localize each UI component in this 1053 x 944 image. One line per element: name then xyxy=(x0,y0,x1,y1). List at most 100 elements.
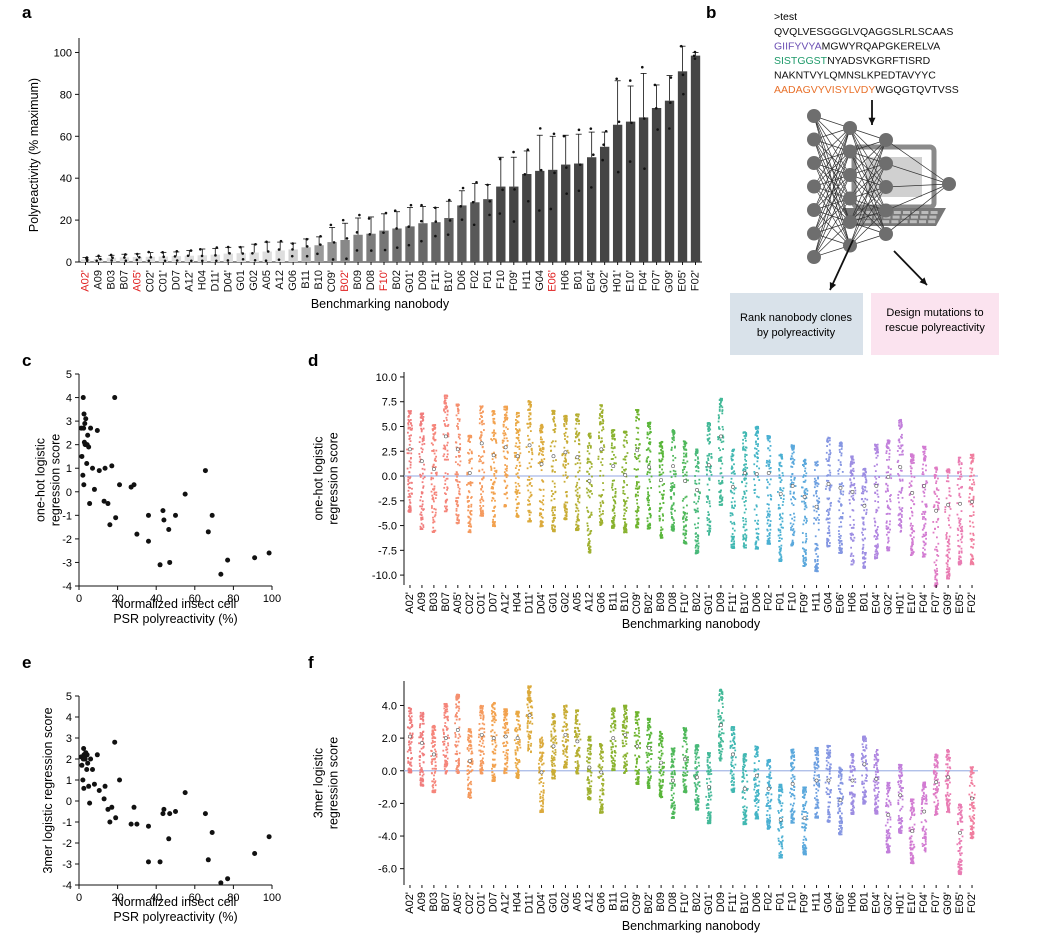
strip-point xyxy=(553,416,555,419)
strip-point xyxy=(648,432,651,435)
strip-point xyxy=(589,446,592,449)
strip-point xyxy=(601,457,604,460)
strip-point xyxy=(671,527,674,530)
strip-point xyxy=(886,441,889,444)
strip-point xyxy=(458,481,461,483)
strip-point xyxy=(840,483,843,486)
strip-point xyxy=(660,449,663,452)
strip-point xyxy=(600,437,603,440)
strip-point xyxy=(755,504,758,507)
strip-point xyxy=(551,526,554,529)
strip-point xyxy=(553,445,556,448)
strip-point xyxy=(577,513,580,516)
strip-point xyxy=(801,500,803,503)
strip-point xyxy=(899,512,902,515)
strip-point xyxy=(899,508,902,511)
strip-point xyxy=(517,412,520,414)
strip-point xyxy=(862,488,864,491)
strip-point xyxy=(741,481,743,484)
strip-point xyxy=(840,517,843,519)
strip-point xyxy=(837,469,840,472)
strip-point xyxy=(574,427,577,430)
strip-point xyxy=(924,511,927,513)
strip-point xyxy=(611,526,613,529)
strip-point xyxy=(682,461,685,464)
strip-point xyxy=(682,528,685,531)
strip-point xyxy=(910,522,913,525)
strip-point xyxy=(432,516,434,519)
strip-point xyxy=(755,547,757,550)
strip-point xyxy=(409,502,412,504)
strip-point xyxy=(767,439,770,442)
strip-point xyxy=(674,470,677,473)
strip-point xyxy=(444,448,447,451)
strip-point xyxy=(720,405,723,407)
median-marker xyxy=(802,494,807,499)
strip-point xyxy=(514,454,516,457)
strip-point xyxy=(634,444,637,446)
strip-point xyxy=(576,434,579,437)
strip-point xyxy=(673,439,675,442)
strip-point xyxy=(924,457,927,460)
strip-point xyxy=(503,420,505,423)
strip-point xyxy=(829,471,832,474)
strip-point xyxy=(479,409,482,412)
strip-point xyxy=(564,464,567,466)
strip-point xyxy=(468,435,471,438)
strip-point xyxy=(898,427,901,430)
strip-point xyxy=(502,425,505,428)
strip-point xyxy=(862,492,865,495)
strip-point xyxy=(530,449,533,452)
x-tick-label: F09' xyxy=(799,592,811,613)
bar xyxy=(444,218,454,262)
strip-point xyxy=(565,515,568,518)
strip-point xyxy=(419,420,422,423)
strip-point xyxy=(552,419,555,422)
strip-point xyxy=(481,509,484,512)
strip-point xyxy=(638,443,641,446)
strip-point xyxy=(578,432,581,434)
strip-point xyxy=(948,471,951,474)
strip-point xyxy=(444,507,447,510)
x-tick-label: B03 xyxy=(428,592,440,612)
strip-point xyxy=(745,546,747,549)
strip-point xyxy=(685,478,688,481)
strip-point xyxy=(541,427,543,430)
strip-point xyxy=(662,455,664,458)
strip-point xyxy=(682,475,685,477)
strip-point xyxy=(937,489,940,492)
strip-point xyxy=(598,494,601,497)
x-tick-label: H04 xyxy=(512,592,524,612)
strip-point xyxy=(409,437,411,440)
strip-point xyxy=(590,511,593,514)
strip-point xyxy=(755,428,757,430)
strip-point xyxy=(937,508,940,511)
strip-point xyxy=(435,460,437,462)
strip-point xyxy=(922,547,925,550)
x-tick-label: B03 xyxy=(105,270,117,290)
replicate-point xyxy=(215,259,218,263)
strip-point xyxy=(578,419,580,422)
strip-point xyxy=(432,463,435,466)
strip-point xyxy=(934,576,937,579)
strip-point xyxy=(516,430,519,433)
strip-point xyxy=(885,476,888,479)
strip-point xyxy=(839,461,842,464)
strip-point xyxy=(469,458,472,461)
strip-point xyxy=(874,550,877,553)
strip-point xyxy=(481,498,484,501)
strip-point xyxy=(874,444,877,447)
strip-point xyxy=(707,498,709,500)
strip-point xyxy=(900,424,903,427)
strip-point xyxy=(839,441,842,444)
median-marker xyxy=(539,462,544,467)
strip-point xyxy=(576,435,579,438)
replicate-point xyxy=(653,83,657,87)
strip-point xyxy=(801,541,804,544)
data-point xyxy=(202,468,208,474)
strip-point xyxy=(660,535,663,538)
strip-point xyxy=(660,442,663,444)
strip-point xyxy=(743,464,746,466)
strip-point xyxy=(672,459,675,462)
